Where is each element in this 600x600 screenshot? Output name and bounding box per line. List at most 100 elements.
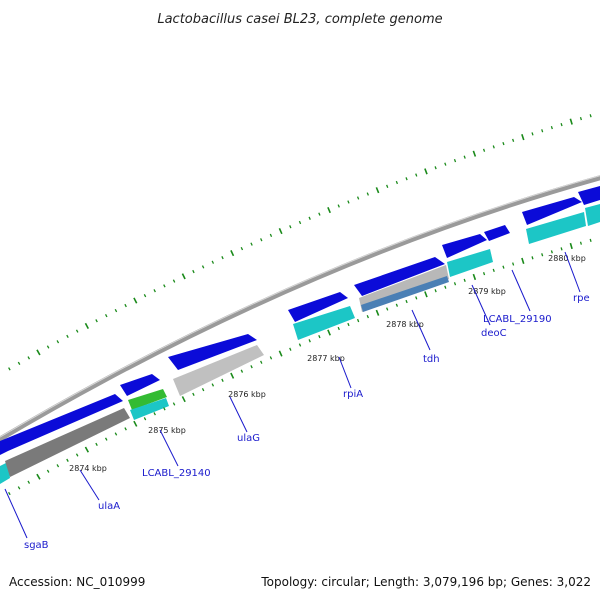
tick-mark [512,262,515,266]
tick-mark [405,177,408,181]
gene-label-sgaB[interactable]: sgaB [24,540,49,551]
tick-mark [395,180,399,185]
cds-feature-LCABL_29140[interactable] [120,374,160,396]
gene-label-tdh[interactable]: tdh [423,354,440,365]
tick-mark [133,420,138,427]
cds-feature-rpe-b[interactable] [578,186,600,205]
tick-mark [386,307,389,311]
tick-mark [143,417,147,421]
tick-mark [337,326,340,331]
feature-LCABL_29190-cyan[interactable] [526,212,586,244]
cds-feature-sgaB-ulaA[interactable] [0,394,123,455]
leader-LCABL_29140 [159,429,179,467]
leader-ulaG [229,396,248,433]
tick-mark [46,345,50,349]
tick-mark [250,365,253,369]
tick-mark [8,491,11,496]
tick-mark [560,122,563,127]
tick-mark [579,241,582,245]
gene-label-ulaG[interactable]: ulaG [237,433,260,444]
feature-LCABL_29140-green[interactable] [128,389,167,410]
tick-mark [492,145,495,149]
tick-mark [560,247,563,251]
tick-mark [579,117,582,121]
tick-mark [260,238,263,242]
tick-mark [531,256,534,260]
tick-mark [230,372,235,379]
tick-mark [434,166,437,170]
cds-feature-ulaG[interactable] [168,334,257,370]
tick-mark [298,343,302,347]
tick-mark [298,220,302,225]
kbp-label: 2878 kbp [386,320,424,329]
tick-mark [230,250,235,257]
gene-label-LCABL_29140[interactable]: LCABL_29140 [142,468,211,479]
topology-text: Topology: circular; Length: 3,079,196 bp… [260,575,591,589]
outer-tick-ring [8,114,592,371]
tick-mark [240,246,244,251]
tick-mark [482,148,486,152]
feature-deoC-cyan[interactable] [447,249,493,277]
tick-mark [327,206,331,214]
gene-label-rpe[interactable]: rpe [573,293,590,304]
tick-mark [347,322,350,327]
tick-mark [366,315,369,319]
tick-mark [66,334,69,339]
tick-mark [521,133,525,141]
tick-mark [46,469,50,473]
tick-mark [36,349,41,356]
tick-mark [569,118,573,125]
tick-mark [84,322,89,329]
cds-feature-LCABL_29190[interactable] [484,225,510,241]
tick-mark [124,427,127,431]
leader-rpe [564,251,581,293]
kbp-label: 2876 kbp [228,390,266,399]
tick-mark [269,233,273,237]
tick-mark [278,227,283,235]
tick-mark [8,367,11,371]
feature-ulaG-gray[interactable] [173,345,264,396]
tick-mark [75,453,79,457]
tick-mark [143,293,147,298]
tick-mark [444,285,447,289]
tick-mark [133,297,138,304]
cds-feature-deoC[interactable] [442,234,487,258]
cds-feature-rpiA[interactable] [288,292,348,322]
tick-mark [260,360,263,364]
tick-mark [104,314,108,318]
feature-LCABL_29140-cyan[interactable] [130,398,169,420]
gene-label-ulaA[interactable]: ulaA [98,501,120,512]
gene-label-deoC[interactable]: deoC [481,328,507,339]
feature-rpe-cyan[interactable] [585,204,600,226]
tick-mark [114,432,118,436]
gene-labels: sgaB ulaA LCABL_29140 ulaG rpiA tdh deoC… [24,293,590,551]
tick-mark [221,256,224,260]
feature-rpiA-cyan[interactable] [293,306,355,340]
tick-mark [250,242,253,246]
tick-mark [463,278,466,282]
cds-feature-rpe-a[interactable] [522,197,582,225]
kbp-label: 2877 kbp [307,354,345,363]
tick-mark [181,396,186,403]
leader-deoC [471,284,491,326]
gene-label-rpiA[interactable]: rpiA [343,389,363,400]
feature-ulaA-darkgray[interactable] [5,408,130,477]
tick-mark [512,138,515,142]
kbp-label: 2879 kbp [468,287,506,296]
tick-mark [153,412,156,416]
tick-mark [463,155,466,159]
cds-feature-tdh[interactable] [354,257,445,296]
tick-mark [472,150,477,157]
tick-mark [172,402,176,406]
feature-tdh-blue[interactable] [361,276,449,312]
tick-mark [569,242,573,250]
tick-mark [95,442,98,446]
genome-backbone-highlight [0,175,600,438]
tick-mark [386,184,389,188]
tick-mark [453,282,457,286]
gene-label-LCABL_29190[interactable]: LCABL_29190 [483,314,552,325]
tick-mark [124,303,127,308]
tick-mark [347,200,350,204]
tick-mark [589,114,592,118]
